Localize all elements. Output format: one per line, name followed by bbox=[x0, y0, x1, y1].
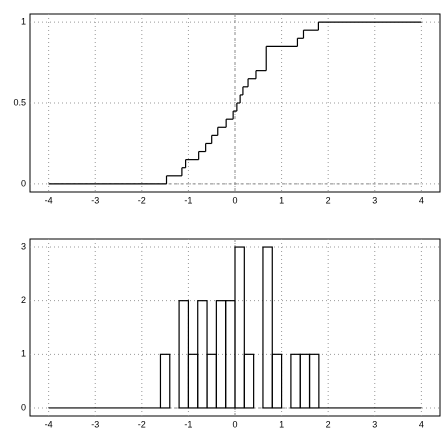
x-tick-label: 3 bbox=[372, 419, 377, 429]
x-tick-label: 1 bbox=[279, 419, 284, 429]
histogram-bar bbox=[178, 300, 190, 409]
x-tick-label: 4 bbox=[419, 195, 424, 205]
y-tick-label: 1 bbox=[21, 349, 26, 359]
x-tick-label: -1 bbox=[184, 195, 192, 205]
y-tick-label: 3 bbox=[21, 241, 26, 251]
x-tick-label: -4 bbox=[45, 419, 53, 429]
x-tick-label: 3 bbox=[372, 195, 377, 205]
y-tick-label: 0.5 bbox=[13, 97, 26, 107]
y-tick-label: 0 bbox=[21, 402, 26, 412]
histogram-bar bbox=[206, 353, 217, 409]
y-tick-label: 0 bbox=[21, 178, 26, 188]
x-tick-label: 1 bbox=[279, 195, 284, 205]
x-tick-label: 0 bbox=[232, 419, 237, 429]
histogram-bar bbox=[308, 353, 320, 409]
histogram-bar bbox=[234, 246, 245, 409]
histogram-bar bbox=[159, 353, 171, 409]
histogram-bar bbox=[290, 353, 301, 409]
x-tick-label: -3 bbox=[91, 195, 99, 205]
x-tick-label: 0 bbox=[232, 195, 237, 205]
x-tick-label: -1 bbox=[184, 419, 192, 429]
x-tick-label: -2 bbox=[138, 419, 146, 429]
histogram-bar bbox=[299, 353, 311, 409]
histogram-bar bbox=[187, 353, 199, 409]
histogram-bar bbox=[262, 246, 273, 409]
histogram-bar bbox=[215, 300, 227, 409]
x-tick-label: 2 bbox=[326, 195, 331, 205]
x-tick-label: 2 bbox=[326, 419, 331, 429]
histogram-bar bbox=[271, 353, 283, 409]
x-tick-label: -4 bbox=[45, 195, 53, 205]
x-tick-label: -2 bbox=[138, 195, 146, 205]
y-tick-label: 2 bbox=[21, 295, 26, 305]
histogram-bar bbox=[243, 353, 255, 409]
x-tick-label: 4 bbox=[419, 419, 424, 429]
x-tick-label: -3 bbox=[91, 419, 99, 429]
y-tick-label: 1 bbox=[21, 16, 26, 26]
